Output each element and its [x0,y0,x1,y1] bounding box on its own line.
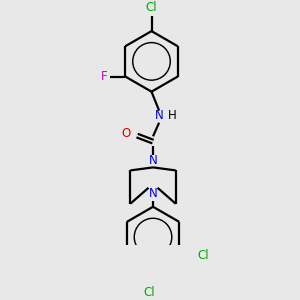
Text: H: H [168,110,176,122]
Text: F: F [101,70,108,83]
Text: N: N [149,188,158,200]
Text: O: O [122,127,131,140]
Text: Cl: Cl [197,249,209,262]
Text: N: N [149,154,158,167]
Text: Cl: Cl [146,2,157,14]
Text: N: N [155,110,164,122]
Text: Cl: Cl [143,286,155,299]
